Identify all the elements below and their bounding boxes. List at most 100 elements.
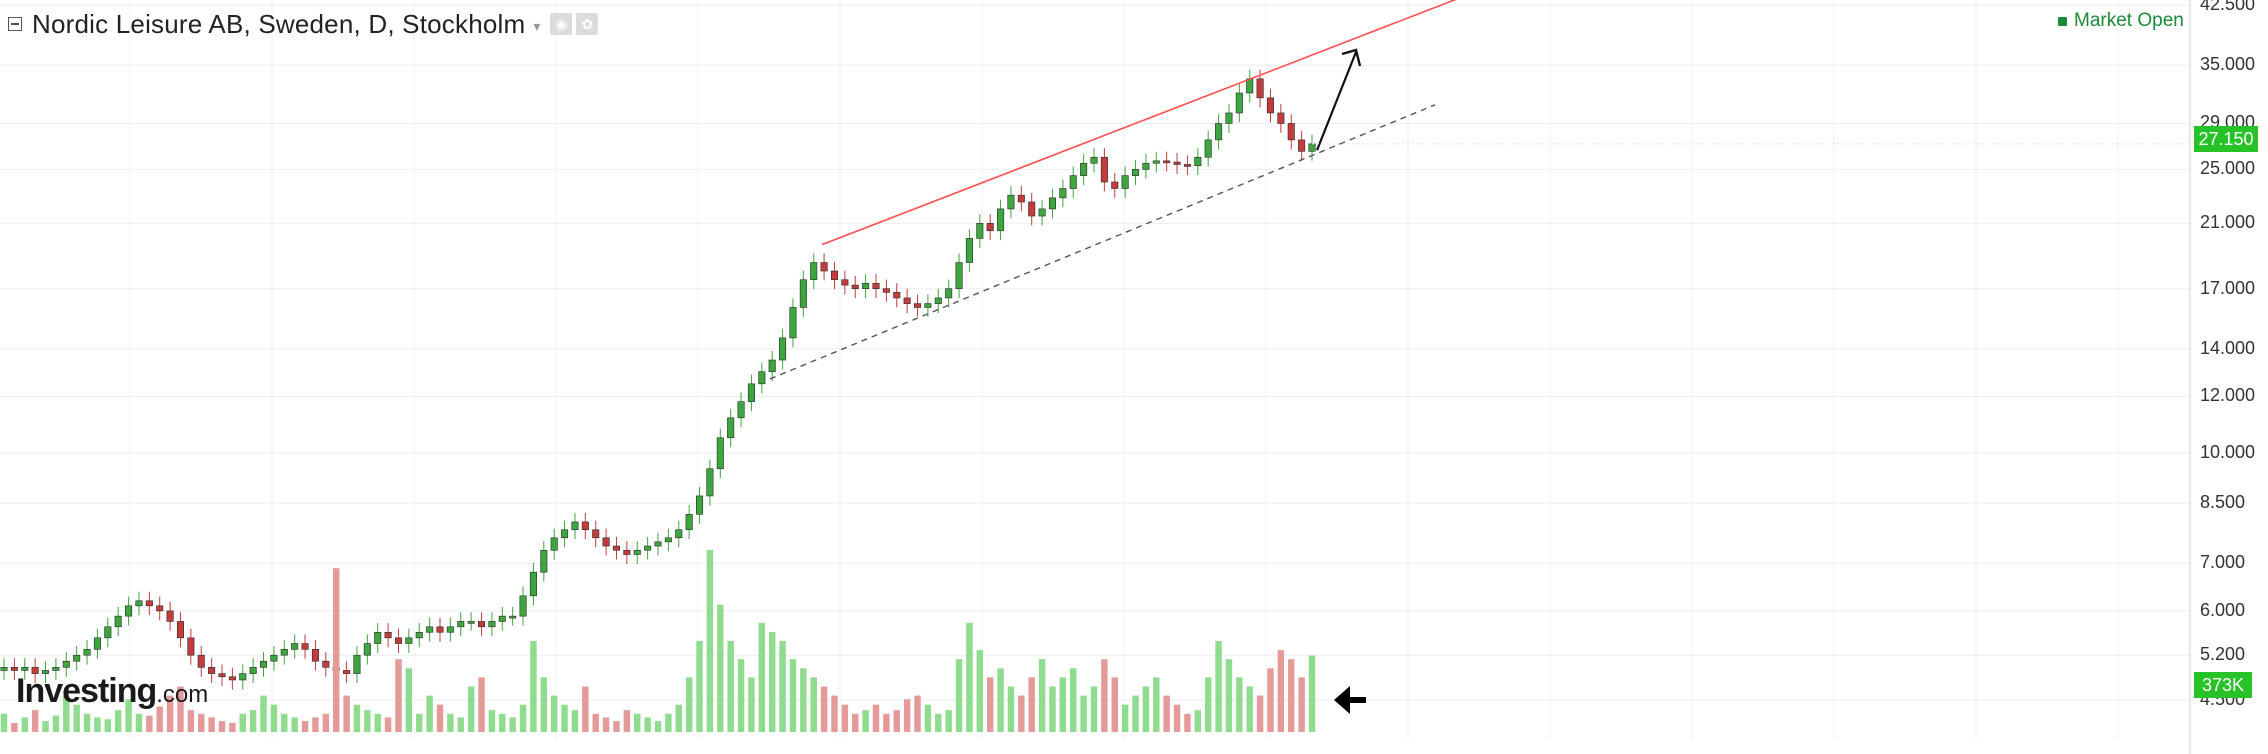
volume-bar (125, 699, 132, 732)
y-tick-label: 7.000 (2200, 552, 2246, 573)
camera-icon[interactable]: ◉ (550, 13, 573, 35)
candle-body (1111, 181, 1119, 189)
volume-bar (447, 713, 454, 732)
volume-bar (1121, 704, 1129, 732)
volume-bar (395, 659, 402, 732)
volume-bar (924, 704, 932, 732)
volume-bar (478, 677, 485, 732)
candle-body (1287, 123, 1295, 141)
candle-body (62, 660, 70, 668)
volume-bar (301, 721, 309, 732)
candle-body (1194, 156, 1202, 166)
volume-bar (841, 704, 849, 732)
candle-body (612, 545, 620, 551)
chevron-down-icon[interactable]: ▾ (533, 17, 541, 34)
volume-bar (135, 713, 143, 732)
candle-body (176, 621, 184, 639)
volume-bar (519, 704, 527, 732)
volume-bar (260, 695, 267, 732)
volume-bar (997, 668, 1004, 732)
candle-body (426, 626, 434, 633)
logo-brand: Investing (16, 672, 157, 710)
volume-bar (457, 717, 464, 732)
volume-bar (727, 641, 734, 732)
candle-body (239, 673, 247, 681)
volume-bar (198, 713, 205, 732)
candle-body (664, 537, 672, 543)
candle-body (706, 468, 714, 497)
candle-body (540, 549, 548, 573)
volume-bar (976, 650, 984, 732)
volume-bar (1153, 677, 1160, 732)
candle-body (1183, 164, 1191, 167)
candle-body (768, 359, 776, 372)
candle-body (727, 417, 735, 439)
volume-bar (1038, 659, 1046, 732)
volume-bar (1277, 650, 1285, 732)
settings-icon[interactable]: ✿ (576, 13, 599, 35)
candle-body (561, 529, 569, 539)
candle-body (654, 541, 662, 547)
candle-body (260, 660, 268, 668)
volume-bar (31, 710, 39, 732)
volume-bar (986, 677, 994, 732)
volume-bar (0, 713, 8, 732)
candle-body (1059, 188, 1067, 199)
candle-body (644, 545, 652, 551)
candle-body (882, 288, 890, 293)
volume-bar (1236, 677, 1243, 732)
volume-bar (177, 686, 184, 732)
chart-header: Nordic Leisure AB, Sweden, D, Stockholm … (8, 8, 599, 40)
candle-body (498, 615, 506, 622)
candle-body (799, 279, 807, 308)
candle-body (1173, 161, 1181, 165)
volume-bar (571, 710, 579, 732)
candle-body (394, 637, 402, 644)
volume-bar (737, 659, 745, 732)
candle-body (830, 270, 838, 281)
candle-body (893, 292, 901, 299)
candle-body (31, 667, 39, 674)
volume-bar (1028, 677, 1035, 732)
candle-body (965, 238, 973, 263)
volume-bar (810, 677, 817, 732)
volume-bar (467, 686, 475, 732)
candle-body (675, 529, 683, 539)
candle-body (997, 208, 1005, 232)
y-tick-label: 35.000 (2200, 54, 2256, 75)
candle-body (903, 297, 911, 304)
volume-bar (758, 622, 766, 732)
volume-bar (955, 659, 963, 732)
volume-bar (1308, 655, 1316, 732)
volume-bar (665, 713, 672, 732)
y-tick-label: 10.000 (2200, 441, 2256, 462)
volume-bar (966, 622, 973, 732)
candle-body (945, 288, 953, 299)
volume-bar (654, 721, 662, 732)
candle-body (301, 643, 309, 650)
candle-body (1152, 160, 1160, 164)
candle-body (145, 600, 153, 607)
resistance-trendline (821, 0, 1457, 246)
y-tick-label: 8.500 (2200, 492, 2246, 513)
volume-bar (21, 717, 28, 732)
volume-bar (852, 713, 859, 732)
candle-body (384, 631, 392, 639)
candle-body (0, 667, 8, 671)
candle-body (529, 571, 537, 597)
volume-bar (270, 704, 278, 732)
candle-body (114, 615, 122, 628)
candle-body (228, 676, 236, 681)
volume-bar (42, 721, 49, 732)
volume-bar (800, 668, 807, 732)
volume-bar (1101, 659, 1108, 732)
pointer-arrow-head (1334, 686, 1350, 714)
collapse-icon[interactable] (8, 17, 22, 31)
volume-bar (499, 713, 506, 732)
volume-bar (685, 677, 693, 732)
volume-bar (83, 713, 91, 732)
volume-bar (789, 659, 797, 732)
candle-body (322, 660, 330, 668)
volume-bar (405, 668, 413, 732)
